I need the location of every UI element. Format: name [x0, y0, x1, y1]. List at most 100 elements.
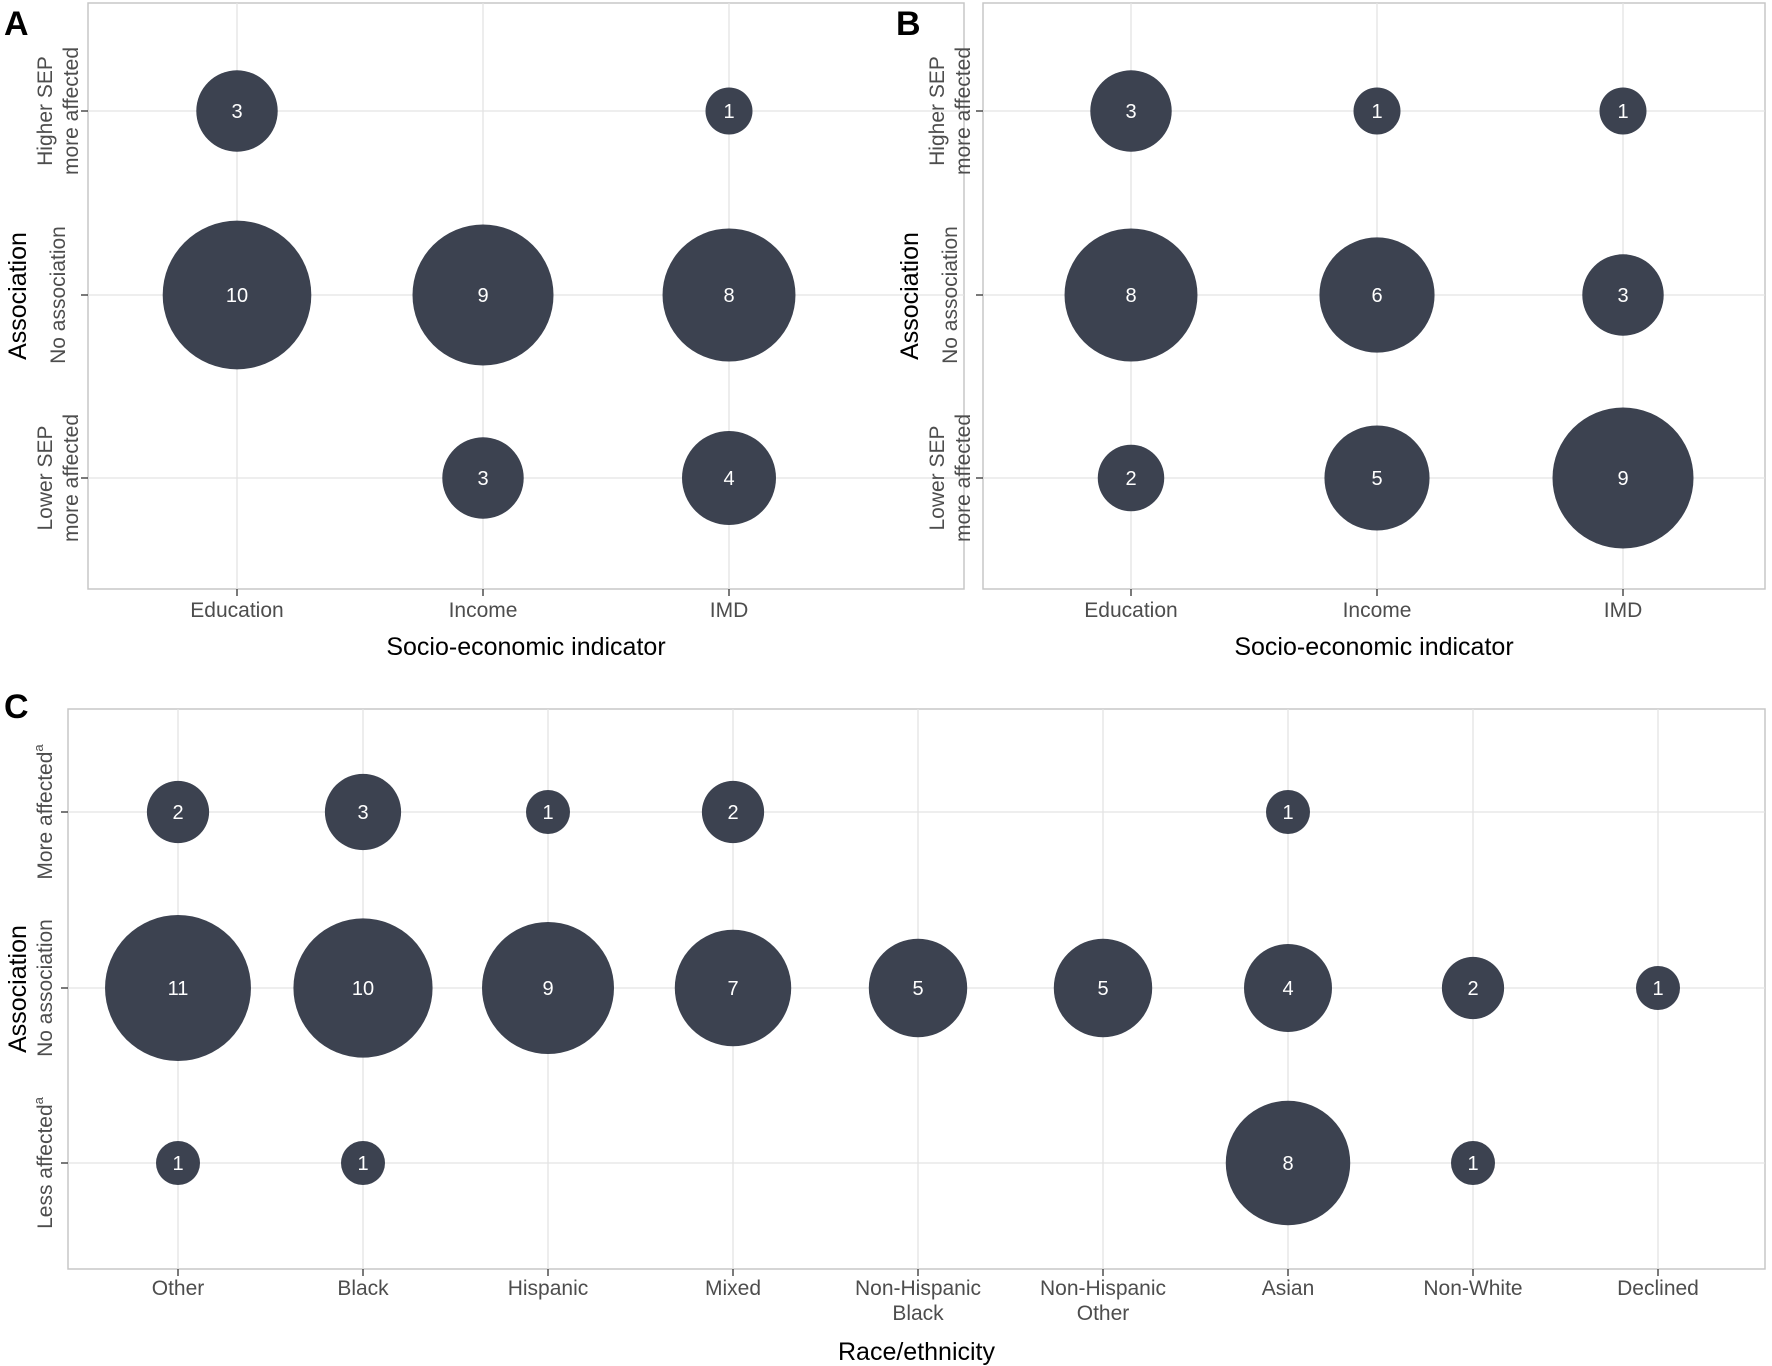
y-tick-label: more affected	[952, 414, 975, 542]
x-axis-title: Race/ethnicity	[838, 1338, 996, 1366]
bubble	[1636, 966, 1680, 1010]
y-tick-label-text: Less affected	[34, 1104, 57, 1229]
bubble-label: 8	[1282, 1153, 1293, 1175]
y-tick-label: No association	[34, 919, 57, 1057]
panel-letter: B	[896, 5, 921, 43]
bubble-label: 2	[172, 802, 183, 824]
x-tick-label-line: Black	[892, 1302, 944, 1325]
bubble-label: 6	[1371, 285, 1382, 307]
bubble	[1441, 956, 1505, 1020]
y-tick-label: Higher SEP	[34, 56, 57, 166]
bubble-label: 4	[723, 468, 734, 490]
x-tick-label-line: Other	[1077, 1302, 1130, 1325]
bubble	[1266, 790, 1310, 834]
y-axis-title: Association	[4, 925, 32, 1053]
x-tick-label: Mixed	[705, 1277, 761, 1300]
panel-letter: C	[4, 688, 29, 726]
y-tick-label: Less affecteda	[31, 1096, 57, 1229]
bubble-label: 4	[1282, 978, 1293, 1000]
x-tick-label: Education	[1084, 599, 1177, 622]
x-tick-label-line: Education	[190, 599, 283, 622]
x-axis-title: Socio-economic indicator	[386, 633, 665, 661]
bubble	[1324, 425, 1430, 531]
x-tick-label: Non-Hispanic Other	[1040, 1277, 1166, 1325]
x-tick-label-line: Non-White	[1423, 1277, 1522, 1300]
x-tick-label-line: Mixed	[705, 1277, 761, 1300]
bubble	[1225, 1100, 1351, 1226]
bubble	[105, 915, 251, 1061]
panel-c: C Other Black Hispanic Mixed Non-Hispanic Blac…	[4, 688, 1766, 1366]
bubble	[1319, 237, 1435, 353]
y-tick-label-text: More affected	[34, 752, 57, 880]
y-tick-label: Higher SEP	[926, 56, 949, 166]
x-tick-label-line: Income	[1343, 599, 1412, 622]
x-tick-label: Income	[1343, 599, 1412, 622]
x-tick-label-line: Non-Hispanic	[1040, 1277, 1166, 1300]
bubble	[1451, 1141, 1495, 1185]
y-axis-title: Association	[896, 232, 924, 360]
y-tick-label: Lower SEP	[926, 425, 949, 530]
bubble	[682, 431, 776, 525]
bubble-label: 3	[477, 468, 488, 490]
bubble-label: 7	[727, 978, 738, 1000]
y-tick-label-superscript: a	[31, 744, 46, 752]
bubble	[293, 918, 433, 1058]
bubble	[1552, 407, 1694, 549]
bubble	[1582, 254, 1664, 336]
bubble	[701, 780, 765, 844]
x-tick-label: IMD	[710, 599, 749, 622]
x-tick-label: Non-White	[1423, 1277, 1522, 1300]
bubble	[412, 224, 554, 366]
y-tick-label: More affecteda	[31, 744, 57, 880]
bubble-label: 5	[1097, 978, 1108, 1000]
x-tick-label-line: Hispanic	[508, 1277, 589, 1300]
bubble	[442, 437, 524, 519]
bubble	[482, 922, 614, 1054]
bubble-label: 1	[1467, 1153, 1478, 1175]
bubble-label: 3	[231, 101, 242, 123]
x-tick-label: Other	[152, 1277, 205, 1300]
y-tick-label-superscript: a	[31, 1096, 46, 1104]
bubble-label: 1	[357, 1153, 368, 1175]
x-tick-label: Hispanic	[508, 1277, 589, 1300]
bubble-label: 1	[542, 802, 553, 824]
x-tick-label-line: Declined	[1617, 1277, 1699, 1300]
y-tick-label: more affected	[60, 47, 83, 175]
bubble	[146, 780, 210, 844]
bubble-label: 1	[1652, 978, 1663, 1000]
panel-letter: A	[4, 5, 29, 43]
bubble	[1090, 70, 1172, 152]
bubble	[662, 228, 796, 362]
bubble	[1064, 228, 1198, 362]
bubble	[156, 1141, 200, 1185]
bubble-label: 1	[1617, 101, 1628, 123]
bubble-label: 9	[477, 285, 488, 307]
y-tick-label: No association	[939, 226, 962, 364]
bubble-label: 2	[1467, 978, 1478, 1000]
x-tick-label-line: Income	[449, 599, 518, 622]
x-tick-label: Declined	[1617, 1277, 1699, 1300]
bubble	[1053, 938, 1153, 1038]
x-tick-label: Education	[190, 599, 283, 622]
bubble-label: 2	[1125, 468, 1136, 490]
y-tick-label: more affected	[952, 47, 975, 175]
bubble-label: 9	[542, 978, 553, 1000]
bubble-label: 8	[723, 285, 734, 307]
bubble-label: 1	[172, 1153, 183, 1175]
x-tick-label: IMD	[1604, 599, 1643, 622]
bubble	[868, 938, 968, 1038]
bubble	[705, 87, 753, 135]
x-tick-label-line: Education	[1084, 599, 1177, 622]
bubble-label: 2	[727, 802, 738, 824]
bubble-label: 3	[357, 802, 368, 824]
x-tick-label-line: Black	[337, 1277, 389, 1300]
bubble	[1353, 87, 1401, 135]
bubble-label: 3	[1125, 101, 1136, 123]
bubble	[1244, 944, 1332, 1032]
x-tick-label-line: Other	[152, 1277, 205, 1300]
bubble-label: 11	[168, 978, 189, 1000]
bubble	[1599, 87, 1647, 135]
bubble-label: 10	[352, 978, 374, 1000]
